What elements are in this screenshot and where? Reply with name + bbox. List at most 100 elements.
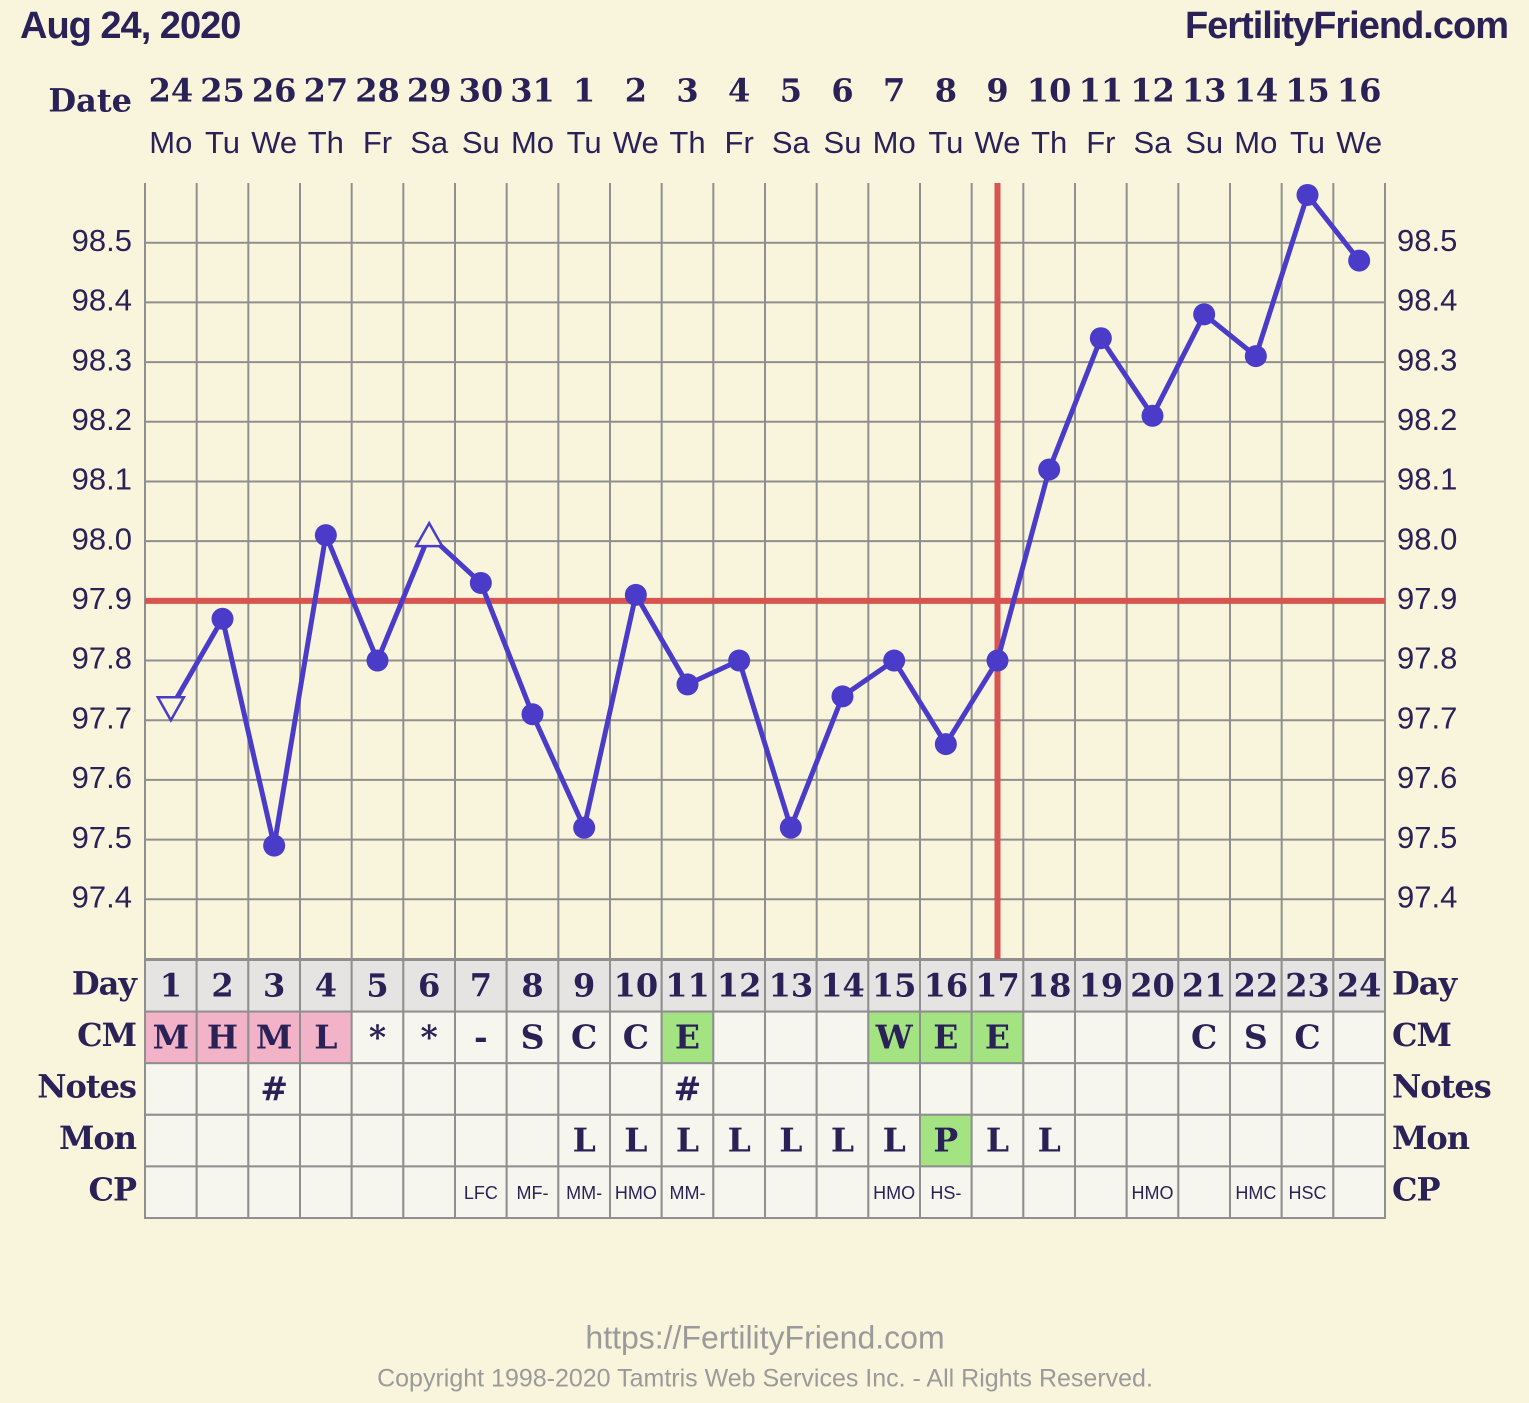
- y-tick-label: 98.2: [72, 402, 132, 437]
- weekday-label: Th: [1031, 125, 1067, 160]
- date-label: 15: [1285, 72, 1330, 110]
- row-label: CM: [77, 1016, 136, 1054]
- temperature-point: [573, 816, 596, 839]
- table-cell: [1125, 1010, 1180, 1065]
- table-cell: [402, 1062, 457, 1116]
- table-cell: [505, 1113, 560, 1168]
- table-cell: [1074, 1010, 1128, 1065]
- temperature-point: [624, 583, 647, 606]
- table-cell: [867, 1010, 921, 1065]
- date-label: 16: [1337, 72, 1382, 110]
- date-label: Date: [48, 82, 132, 120]
- temperature-point: [779, 816, 802, 839]
- cm-cell-text: C: [1294, 1017, 1320, 1056]
- temperature-point: [831, 685, 854, 708]
- table-cell: [1074, 1113, 1128, 1168]
- table-cell: [1125, 959, 1180, 1013]
- temperature-point: [1089, 327, 1112, 350]
- day-cell-text: 1: [160, 966, 182, 1004]
- table-cell: [1074, 1062, 1128, 1116]
- table-cell: [350, 1062, 405, 1116]
- date-label: 24: [149, 72, 194, 110]
- table-cell: [764, 1165, 818, 1220]
- table-cell: [609, 1165, 663, 1220]
- y-tick-label: 97.9: [72, 581, 132, 616]
- y-tick-label: 97.5: [72, 820, 132, 855]
- table-cell: [1229, 1113, 1283, 1168]
- table-cell: [1332, 959, 1387, 1013]
- y-tick-label: 98.4: [72, 283, 132, 318]
- table-cell: [712, 1165, 766, 1220]
- table-cell: [505, 1165, 560, 1220]
- date-label: 12: [1130, 72, 1175, 110]
- date-label: 8: [935, 72, 957, 110]
- date-label: 6: [831, 72, 853, 110]
- mon-cell-text: L: [986, 1121, 1009, 1160]
- date-label: 30: [459, 72, 504, 110]
- copyright: Copyright 1998-2020 Tamtris Web Services…: [377, 1365, 1153, 1393]
- table-cell: [247, 1113, 301, 1168]
- day-cell-text: 14: [820, 966, 865, 1004]
- temperature-point: [986, 649, 1009, 672]
- weekday-label: Tu: [205, 125, 240, 160]
- row-label: Mon: [1392, 1119, 1470, 1157]
- table-cell: [764, 1062, 818, 1116]
- y-tick-label: 98.1: [72, 462, 132, 497]
- table-cell: [919, 1062, 973, 1116]
- y2-tick-label: 98.5: [1397, 223, 1457, 258]
- cm-cell-text: S: [521, 1017, 545, 1056]
- weekday-label: Mo: [511, 125, 554, 160]
- temperature-point: [263, 834, 286, 857]
- weekday-label: Sa: [1134, 125, 1173, 160]
- y-tick-label: 97.7: [72, 700, 132, 735]
- temperature-point: [469, 571, 492, 594]
- footer-url: https://FertilityFriend.com: [585, 1319, 944, 1355]
- table-cell: [919, 1165, 973, 1220]
- row-label: CP: [1392, 1171, 1440, 1209]
- table-cell: [815, 1062, 870, 1116]
- mon-cell-text: L: [573, 1121, 596, 1160]
- cp-cell-text: LFC: [464, 1183, 498, 1203]
- y-tick-label: 98.0: [72, 521, 132, 556]
- date-label: 1: [573, 72, 595, 110]
- date-label: 11: [1079, 72, 1124, 110]
- y-tick-label: 97.8: [72, 641, 132, 676]
- table-cell: [970, 1165, 1025, 1220]
- table-cell: [919, 1010, 973, 1065]
- table-cell: [609, 1113, 663, 1168]
- cm-cell-text: *: [421, 1017, 438, 1056]
- temperature-point: [1193, 303, 1216, 326]
- date-label: 28: [355, 72, 400, 110]
- weekday-label: Sa: [410, 125, 449, 160]
- table-cell: [454, 1062, 508, 1116]
- weekday-label: Tu: [567, 125, 602, 160]
- table-cell: [195, 1113, 250, 1168]
- y2-tick-label: 97.5: [1397, 820, 1457, 855]
- table-cell: [1125, 1165, 1180, 1220]
- y2-tick-label: 98.1: [1397, 462, 1457, 497]
- cp-cell-text: MM-: [670, 1183, 706, 1203]
- day-cell-text: 13: [769, 966, 814, 1004]
- temperature-point: [1038, 458, 1061, 481]
- weekday-label: Sa: [772, 125, 811, 160]
- day-cell-text: 23: [1285, 966, 1330, 1004]
- cm-cell-text: *: [369, 1017, 386, 1056]
- table-cell: [195, 1062, 250, 1116]
- temperature-line: [168, 192, 1362, 849]
- table-cell: [1280, 1062, 1335, 1116]
- table-cell: [454, 1113, 508, 1168]
- cp-cell-text: HMO: [615, 1183, 657, 1203]
- date-label: 2: [625, 72, 647, 110]
- table-cell: [1229, 1165, 1283, 1220]
- date-label: 10: [1027, 72, 1072, 110]
- day-cell-text: 15: [872, 966, 917, 1004]
- weekday-label: Tu: [928, 125, 963, 160]
- day-cell-text: 6: [418, 966, 440, 1004]
- table-cell: [919, 959, 973, 1013]
- cm-cell-text: S: [1244, 1017, 1268, 1056]
- weekday-label: Tu: [1290, 125, 1325, 160]
- mon-cell-text: L: [728, 1121, 751, 1160]
- date-label: 26: [252, 72, 297, 110]
- weekday-label: Su: [824, 125, 862, 160]
